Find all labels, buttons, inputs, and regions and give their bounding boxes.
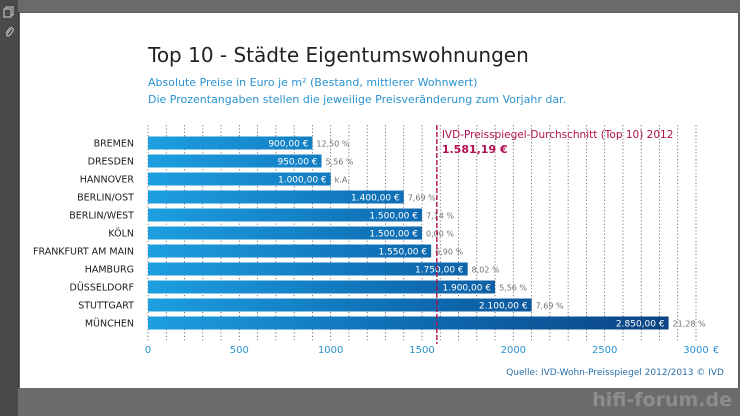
attachment-icon[interactable]: [3, 26, 15, 38]
pages-icon[interactable]: [3, 6, 15, 18]
bar: [148, 280, 496, 294]
change-label: 8,02 %: [472, 266, 500, 275]
bar-value-label: 1.900,00 €: [442, 284, 491, 294]
bar-value-label: 1.000,00 €: [278, 176, 327, 186]
document-page: Top 10 - Städte Eigentumswohnungen Absol…: [20, 13, 738, 388]
bar: [148, 298, 532, 312]
bar: [148, 172, 331, 186]
bar: [148, 136, 313, 150]
category-label: BERLIN/WEST: [69, 211, 134, 222]
category-label: DRESDEN: [88, 157, 134, 168]
viewer-bottom-band: [18, 388, 740, 416]
bar-value-label: 1.500,00 €: [369, 230, 418, 240]
bar: [148, 226, 422, 240]
bar: [148, 244, 432, 258]
bar-chart: BREMEN 900,00 € 12,50 % DRESDEN 950,00 € 5,56…: [33, 125, 719, 356]
change-label: k.A.: [335, 176, 350, 185]
category-label: FRANKFURT AM MAIN: [33, 247, 134, 258]
change-label: 7,69 %: [536, 302, 564, 311]
change-label: 7,69 %: [408, 194, 436, 203]
x-tick-label: 3000: [683, 345, 708, 356]
x-tick-label: 0: [145, 345, 151, 356]
bar-value-label: 900,00 €: [268, 140, 308, 150]
chart-subtitle: Absolute Preise in Euro je m² (Bestand, …: [148, 74, 566, 108]
x-tick-label: 2500: [592, 345, 617, 356]
category-label: DÜSSELDORF: [70, 283, 134, 294]
bar-value-label: 1.500,00 €: [369, 212, 418, 222]
bar: [148, 190, 404, 204]
category-label: BREMEN: [94, 139, 134, 150]
bar: [148, 208, 422, 222]
category-label: MÜNCHEN: [85, 319, 134, 330]
category-label: KÖLN: [108, 229, 134, 240]
subtitle-line-1: Absolute Preise in Euro je m² (Bestand, …: [148, 76, 478, 89]
subtitle-line-2: Die Prozentangaben stellen die jeweilige…: [148, 93, 567, 106]
change-label: 5,56 %: [326, 158, 354, 167]
change-label: 12,50 %: [316, 140, 349, 149]
change-label: 6,90 %: [435, 248, 463, 257]
category-label: STUTTGART: [78, 301, 134, 312]
bar: [148, 316, 669, 330]
change-label: 21,28 %: [673, 320, 706, 329]
reference-value: 1.581,19 €: [442, 143, 508, 156]
bar: [148, 154, 322, 168]
bar-value-label: 1.750,00 €: [415, 266, 464, 276]
bar-value-label: 2.100,00 €: [479, 302, 528, 312]
x-tick-label: 1500: [409, 345, 434, 356]
reference-label: IVD-Preisspiegel-Durchschnitt (Top 10) 2…: [442, 129, 674, 141]
category-label: HAMBURG: [85, 265, 134, 276]
category-label: HANNOVER: [80, 175, 135, 186]
change-label: 5,56 %: [499, 284, 527, 293]
bar: [148, 262, 468, 276]
change-label: 7,14 %: [426, 212, 454, 221]
bar-value-label: 950,00 €: [277, 158, 317, 168]
viewer-top-bar: [18, 0, 740, 12]
x-tick-label: 2000: [501, 345, 526, 356]
watermark: hifi-forum.de: [592, 389, 732, 411]
x-tick-label: 500: [230, 345, 249, 356]
change-label: 0,00 %: [426, 230, 454, 239]
left-toolbar: [0, 0, 19, 416]
bar-value-label: 1.400,00 €: [351, 194, 400, 204]
source-note: Quelle: IVD-Wohn-Preisspiegel 2012/2013 …: [506, 368, 724, 378]
x-tick-label: 1000: [318, 345, 343, 356]
chart-title: Top 10 - Städte Eigentumswohnungen: [148, 43, 529, 67]
x-axis-unit: €: [713, 345, 719, 356]
category-label: BERLIN/OST: [77, 193, 134, 204]
bar-value-label: 1.550,00 €: [378, 248, 427, 258]
bar-value-label: 2.850,00 €: [616, 320, 665, 330]
